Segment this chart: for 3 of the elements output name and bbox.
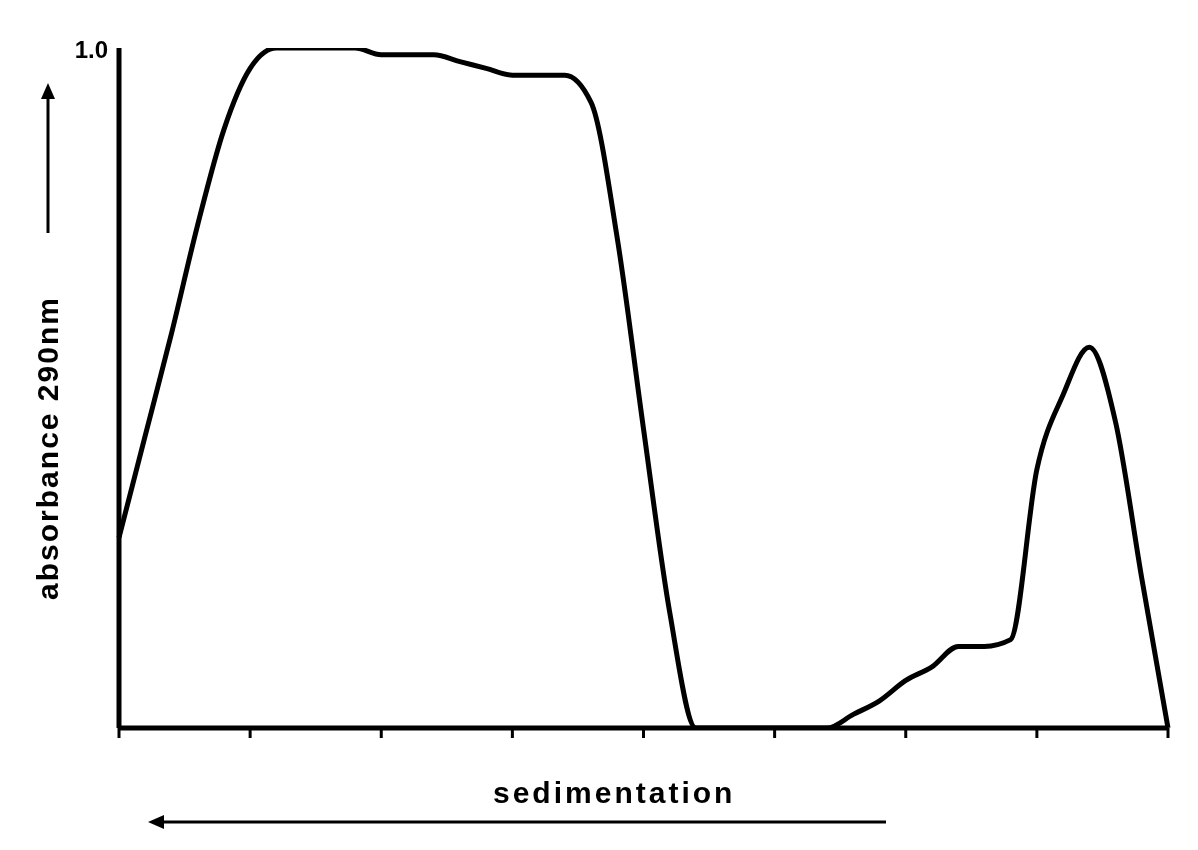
x-axis-title: sedimentation <box>493 776 736 810</box>
y-axis-title: absorbance 290nm <box>31 296 65 600</box>
text: 1.0 <box>73 36 108 64</box>
